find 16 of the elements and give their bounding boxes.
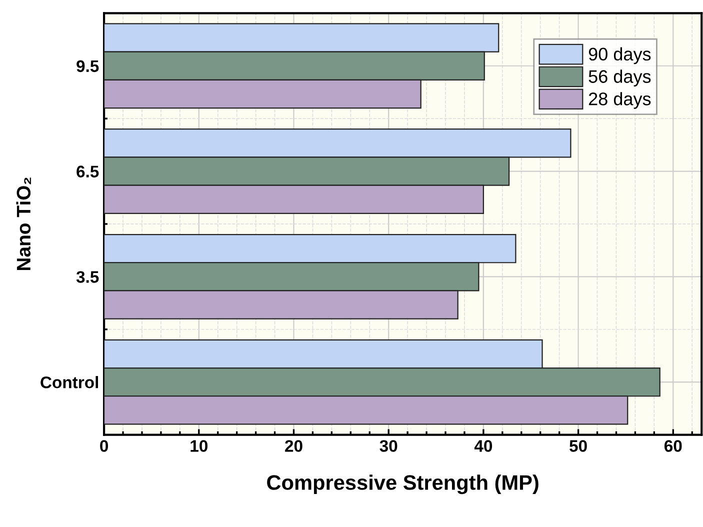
x-tick-label: 50 (570, 440, 587, 452)
x-tick-label: 0 (100, 440, 108, 452)
x-tick-label: 40 (474, 440, 492, 452)
y-tick-label: 6.5 (76, 166, 99, 178)
y-tick-label: 9.5 (76, 60, 99, 72)
x-tick-label: 10 (190, 440, 208, 452)
x-axis-title: Compressive Strength (MP) (267, 474, 538, 494)
legend-label: 90 days (588, 47, 651, 64)
legend-label: 56 days (588, 70, 651, 87)
x-tick-label: 60 (664, 440, 682, 452)
legend-label: 28 days (588, 92, 651, 109)
x-tick-label: 30 (380, 440, 398, 452)
y-axis-title: Nano TiO₂ (16, 178, 31, 270)
y-tick-label: Control (40, 376, 98, 388)
x-tick-label: 20 (285, 440, 302, 452)
y-tick-label: 3.5 (76, 271, 99, 283)
